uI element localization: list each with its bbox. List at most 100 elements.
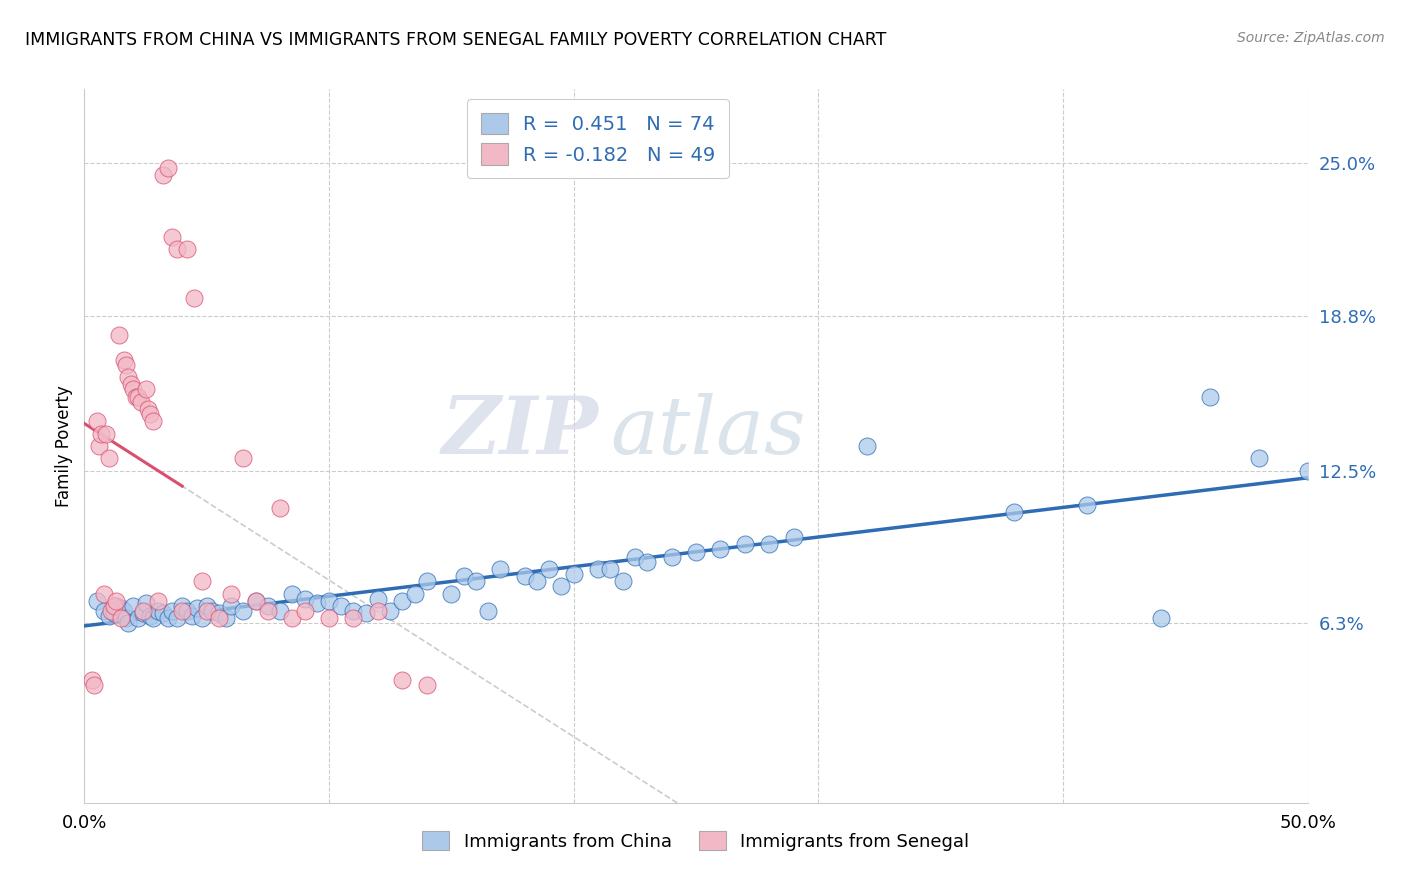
Point [142, 611, 165, 625]
Point [232, 451, 254, 466]
Point [176, 604, 198, 618]
Point [162, 604, 184, 618]
Point [1296, 464, 1319, 478]
Point [172, 599, 194, 613]
Point [166, 242, 188, 256]
Text: Source: ZipAtlas.com: Source: ZipAtlas.com [1237, 31, 1385, 45]
Point [146, 604, 169, 618]
Point [318, 611, 340, 625]
Point [269, 500, 291, 515]
Point [661, 549, 683, 564]
Point [416, 574, 439, 589]
Point [112, 604, 135, 618]
Point [294, 591, 316, 606]
Point [391, 594, 413, 608]
Point [120, 377, 142, 392]
Point [734, 537, 756, 551]
Point [257, 599, 280, 613]
Point [100, 604, 122, 618]
Y-axis label: Family Poverty: Family Poverty [55, 385, 73, 507]
Point [162, 230, 184, 244]
Point [90, 426, 112, 441]
Point [112, 352, 135, 367]
Point [208, 607, 231, 621]
Point [758, 537, 780, 551]
Point [215, 611, 238, 625]
Point [453, 569, 475, 583]
Point [342, 611, 364, 625]
Point [80, 673, 103, 687]
Point [305, 597, 328, 611]
Point [318, 594, 340, 608]
Point [195, 604, 218, 618]
Point [219, 587, 242, 601]
Point [86, 594, 108, 608]
Point [127, 611, 149, 625]
Point [1076, 498, 1098, 512]
Point [550, 579, 572, 593]
Point [132, 607, 155, 621]
Point [195, 599, 218, 613]
Point [156, 611, 179, 625]
Point [380, 604, 402, 618]
Point [107, 328, 129, 343]
Point [103, 607, 125, 621]
Point [208, 611, 231, 625]
Point [142, 414, 165, 428]
Point [513, 569, 536, 583]
Point [127, 390, 149, 404]
Point [294, 604, 316, 618]
Point [477, 604, 499, 618]
Point [219, 599, 242, 613]
Point [1198, 390, 1220, 404]
Point [146, 594, 169, 608]
Point [105, 594, 128, 608]
Point [93, 604, 115, 618]
Point [115, 611, 138, 625]
Point [245, 594, 267, 608]
Legend: Immigrants from China, Immigrants from Senegal: Immigrants from China, Immigrants from S… [415, 824, 977, 858]
Point [562, 566, 585, 581]
Point [93, 587, 115, 601]
Point [612, 574, 634, 589]
Point [200, 604, 222, 618]
Point [257, 604, 280, 618]
Point [132, 604, 155, 618]
Point [391, 673, 413, 687]
Point [440, 587, 463, 601]
Point [152, 169, 174, 183]
Point [709, 542, 731, 557]
Point [538, 562, 561, 576]
Point [83, 678, 105, 692]
Point [136, 402, 159, 417]
Point [166, 611, 188, 625]
Point [599, 562, 621, 576]
Point [489, 562, 512, 576]
Point [96, 426, 118, 441]
Point [367, 604, 389, 618]
Point [122, 383, 145, 397]
Point [367, 591, 389, 606]
Point [354, 607, 377, 621]
Point [181, 608, 204, 623]
Point [152, 607, 174, 621]
Point [191, 574, 214, 589]
Point [176, 242, 198, 256]
Point [86, 414, 108, 428]
Point [103, 599, 125, 613]
Point [117, 616, 139, 631]
Point [135, 383, 157, 397]
Point [342, 604, 364, 618]
Point [122, 599, 145, 613]
Point [281, 587, 304, 601]
Point [416, 678, 439, 692]
Point [139, 407, 162, 421]
Point [404, 587, 426, 601]
Point [117, 370, 139, 384]
Point [97, 608, 120, 623]
Point [624, 549, 647, 564]
Point [685, 545, 707, 559]
Point [125, 390, 148, 404]
Point [636, 555, 658, 569]
Point [186, 601, 208, 615]
